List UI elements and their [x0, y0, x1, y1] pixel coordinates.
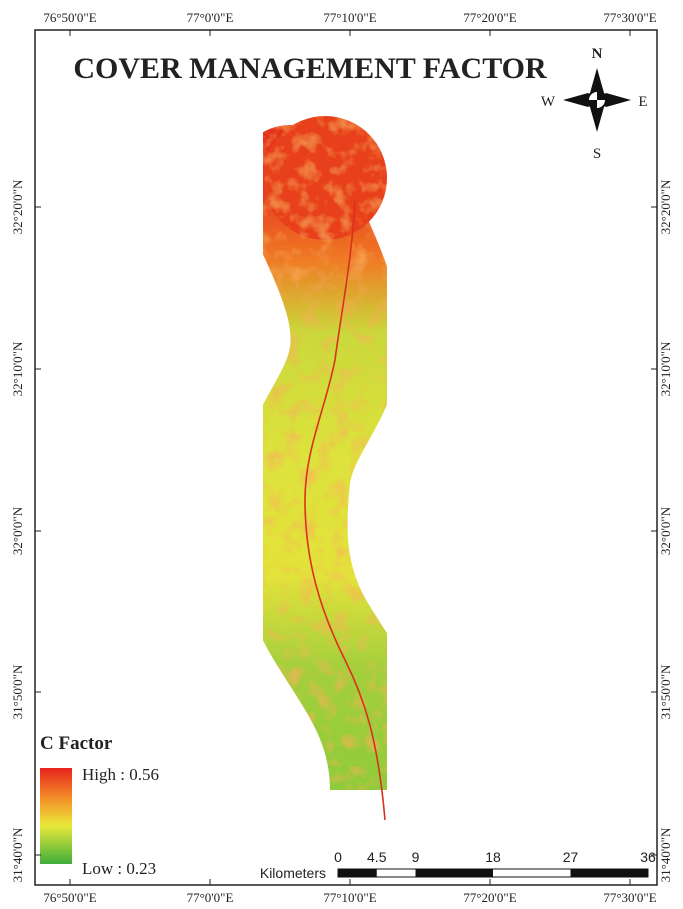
- scale-tick-label: 0: [334, 849, 342, 865]
- longitude-label: 77°10'0"E: [323, 890, 376, 905]
- longitude-label: 77°0'0"E: [187, 10, 234, 25]
- upper-catchment: [263, 116, 387, 240]
- compass-w: W: [541, 94, 556, 110]
- latitude-label: 32°20'0"N: [10, 179, 25, 234]
- valley-band: [235, 125, 440, 845]
- longitude-label: 77°20'0"E: [463, 890, 516, 905]
- study-area: [235, 116, 440, 845]
- latitude-label: 31°50'0"N: [10, 664, 25, 719]
- scale-segment: [338, 869, 377, 877]
- scale-unit: Kilometers: [260, 865, 326, 881]
- north-arrow: N S W E: [541, 46, 648, 162]
- latitude-label: 31°50'0"N: [658, 664, 673, 719]
- legend: C Factor High : 0.56 Low : 0.23: [40, 733, 159, 878]
- scale-tick-label: 18: [485, 849, 501, 865]
- latitude-label: 31°40'0"N: [658, 827, 673, 882]
- legend-low: Low : 0.23: [82, 859, 156, 878]
- compass-n: N: [592, 46, 603, 62]
- latitude-label: 32°20'0"N: [658, 179, 673, 234]
- map-title: COVER MANAGEMENT FACTOR: [73, 52, 547, 85]
- river: [304, 199, 386, 821]
- longitude-label: 76°50'0"E: [43, 10, 96, 25]
- scale-tick-label: 36: [640, 849, 656, 865]
- legend-ramp: [40, 768, 72, 864]
- scale-bar: Kilometers 0 4.5 9 18 27 36: [260, 849, 656, 881]
- legend-high: High : 0.56: [82, 765, 159, 784]
- longitude-label: 77°0'0"E: [187, 890, 234, 905]
- longitude-label: 76°50'0"E: [43, 890, 96, 905]
- longitude-label: 77°30'0"E: [603, 10, 656, 25]
- longitude-label: 77°10'0"E: [323, 10, 376, 25]
- longitude-label: 77°20'0"E: [463, 10, 516, 25]
- longitude-label: 77°30'0"E: [603, 890, 656, 905]
- legend-title: C Factor: [40, 733, 113, 754]
- scale-segment: [415, 869, 493, 877]
- scale-tick-label: 4.5: [367, 849, 387, 865]
- latitude-label: 32°10'0"N: [10, 341, 25, 396]
- scale-segment: [570, 869, 648, 877]
- latitude-label: 32°0'0"N: [658, 506, 673, 555]
- latitude-label: 32°0'0"N: [10, 506, 25, 555]
- compass-e: E: [638, 94, 647, 110]
- scale-tick-label: 9: [412, 849, 420, 865]
- latitude-label: 31°40'0"N: [10, 827, 25, 882]
- compass-s: S: [593, 146, 601, 162]
- latitude-label: 32°10'0"N: [658, 341, 673, 396]
- scale-tick-label: 27: [563, 849, 579, 865]
